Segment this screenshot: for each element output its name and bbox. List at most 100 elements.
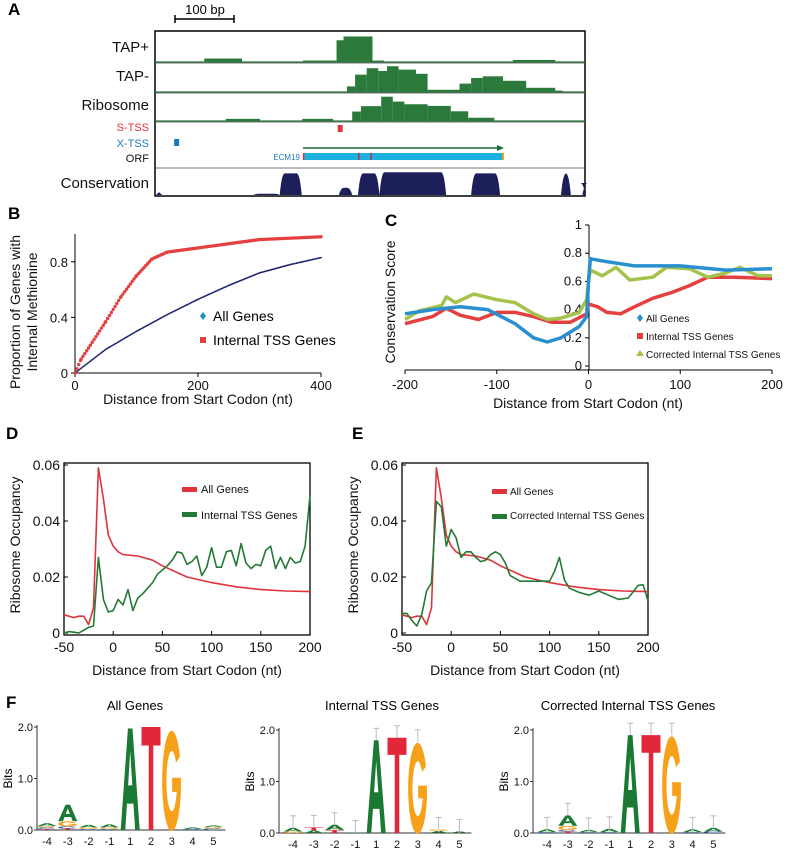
b-point-internal-tss [105, 316, 110, 321]
logo-letter-a-icon [449, 831, 469, 834]
d-y-tick-label: 0.02 [33, 569, 60, 585]
coverage-bar [346, 86, 356, 92]
b-point-internal-tss [90, 340, 94, 345]
c-legend-marker-corrected [636, 350, 644, 356]
e-y-tick-label: 0.06 [371, 457, 398, 473]
logo-letter-a-icon [79, 824, 99, 828]
c-line-all-genes [404, 257, 773, 344]
coverage-bar [427, 105, 451, 121]
logo-letter-a-icon [203, 825, 223, 827]
b-point-internal-tss [79, 357, 83, 361]
logo-letter-a-icon [703, 827, 723, 832]
f-title-corrected: Corrected Internal TSS Genes [541, 698, 716, 713]
track-label-tap-minus: TAP- [116, 68, 149, 85]
f-position-label: -4 [288, 839, 298, 849]
conservation-peak [358, 173, 380, 195]
logo-letter-a-icon [620, 735, 640, 833]
c-ylabel: Conservation Score [382, 240, 398, 363]
coverage-bar [355, 74, 367, 92]
b-point-all-genes [87, 361, 90, 364]
b-point-all-genes [92, 357, 95, 360]
logo-letter-t-icon [387, 737, 407, 834]
b-legend-marker-all-genes [200, 312, 206, 320]
f-position-label: 5 [710, 839, 716, 849]
f-position-label: -1 [351, 839, 361, 849]
coverage-bar [302, 118, 334, 121]
panel-a-genome-browser: 100 bp TAP+ TAP- Ribosome S-TSS X-TSS OR… [61, 2, 588, 197]
coverage-bar [555, 90, 563, 92]
coverage-bar [378, 71, 387, 92]
logo-letter-c-icon [78, 828, 97, 830]
logo-letter-g-icon [99, 827, 119, 829]
b-point-internal-tss [319, 235, 323, 239]
gene-label-ecm19: ECM19 [273, 153, 300, 162]
b-point-internal-tss [101, 323, 105, 328]
logo-letter-t-icon [325, 829, 345, 833]
e-ylabel: Ribosome Occupancy [345, 477, 361, 614]
logo-letter-a-icon [325, 824, 345, 830]
b-point-all-genes [98, 353, 101, 355]
track-label-conservation: Conservation [61, 175, 149, 192]
logo-letter-g-icon [283, 831, 303, 834]
f-position-label: -3 [563, 839, 573, 849]
track-frame [154, 30, 586, 197]
logo-letter-g-icon [662, 736, 681, 835]
c-legend-marker-all-genes [637, 314, 643, 322]
conservation-peak [156, 192, 162, 195]
b-point-internal-tss [104, 319, 108, 324]
logo-letter-g-icon [558, 825, 577, 830]
d-legend-swatch-second [182, 512, 197, 517]
logo-letter-a-icon [283, 827, 303, 832]
e-legend-swatch-second [492, 514, 507, 519]
logo-letter-t-icon [141, 727, 161, 830]
coverage-bar [225, 118, 260, 121]
conservation-peak [471, 173, 501, 195]
f-position-label: -1 [605, 839, 615, 849]
d-x-tick-label: -50 [54, 639, 74, 655]
f-position-label: 4 [190, 836, 196, 848]
conservation-peak [561, 173, 571, 195]
logo-letter-c-icon [182, 828, 201, 830]
b-point-internal-tss [113, 304, 117, 309]
logo-letter-a-icon [183, 827, 203, 829]
e-y-tick-label: 0.02 [371, 569, 398, 585]
coverage-bar [416, 73, 428, 92]
s-tss-marker [337, 125, 343, 132]
b-point-internal-tss [123, 289, 127, 294]
coverage-bar [352, 111, 361, 121]
coverage-bar [450, 111, 469, 121]
coverage-bar [343, 36, 373, 62]
e-x-tick-label: 150 [587, 639, 611, 655]
c-x-tick-label: -100 [484, 377, 510, 392]
d-x-tick-label: 150 [249, 639, 273, 655]
b-legend-all-genes: All Genes [213, 308, 274, 324]
logo-letter-g-icon [408, 742, 427, 835]
b-point-all-genes [83, 364, 86, 367]
b-xlabel: Distance from Start Codon (nt) [103, 391, 293, 407]
f-position-label: 3 [415, 839, 421, 849]
b-point-internal-tss [130, 279, 134, 284]
c-legend-marker-internal-tss [637, 333, 643, 339]
panel-label-f: F [6, 693, 16, 712]
f-title-internal-tss: Internal TSS Genes [325, 698, 439, 713]
coverage-bar [302, 60, 337, 62]
panel-label-e: E [352, 424, 363, 443]
c-x-tick-label: 200 [761, 377, 783, 392]
conservation-peak [379, 172, 447, 195]
e-legend-corrected: Corrected Internal TSS Genes [510, 511, 644, 522]
d-legend-internal-tss: Internal TSS Genes [201, 510, 298, 522]
b-point-internal-tss [76, 362, 81, 367]
f-position-label: 3 [669, 839, 675, 849]
b-point-internal-tss [81, 354, 85, 359]
e-line-all-genes [401, 466, 649, 626]
e-xlabel: Distance from Start Codon (nt) [430, 662, 620, 678]
e-plot-frame [401, 462, 649, 636]
d-plot-frame [63, 462, 311, 636]
e-y-tick-label: 0 [390, 625, 398, 641]
d-x-tick-label: 50 [155, 639, 171, 655]
e-x-tick-label: 200 [636, 639, 660, 655]
orf-bar [302, 153, 503, 160]
logo-letter-c-icon [682, 831, 701, 833]
logo-letter-a-icon [345, 832, 365, 834]
b-x-tick-label: 0 [71, 378, 78, 393]
